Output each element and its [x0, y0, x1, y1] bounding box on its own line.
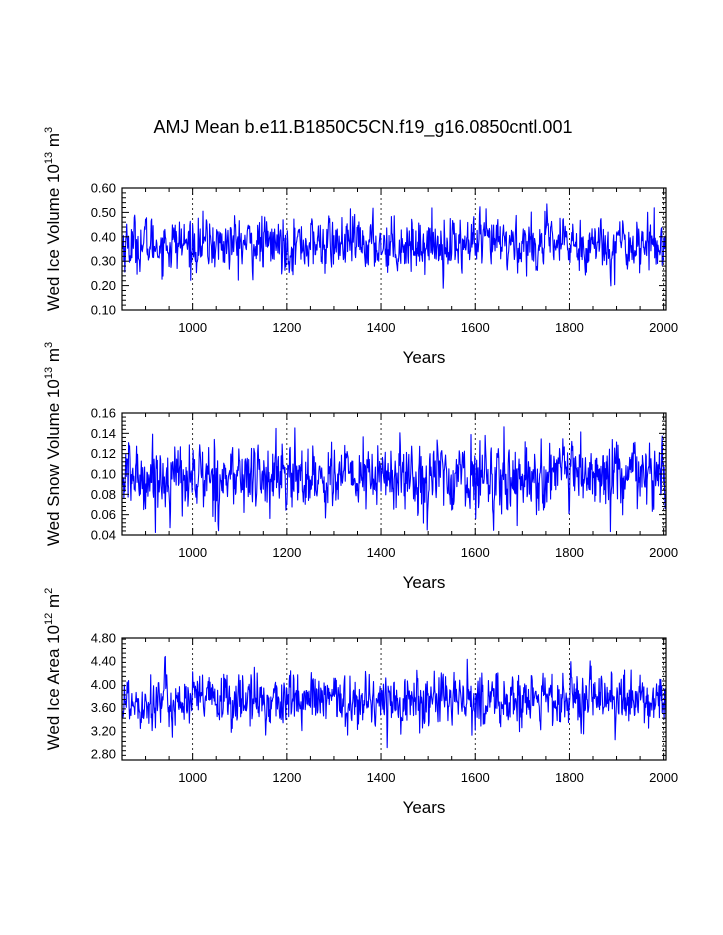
- y-tick-label-4.40: 4.40: [91, 654, 116, 669]
- x-tick-label-1000: 1000: [178, 545, 207, 560]
- y-tick-label-0.08: 0.08: [91, 487, 116, 502]
- y-tick-label-3.60: 3.60: [91, 700, 116, 715]
- y-label-unit-exponent: 3: [43, 342, 55, 348]
- x-tick-label-2000: 2000: [649, 545, 678, 560]
- y-tick-label-2.80: 2.80: [91, 747, 116, 762]
- y-tick-label-0.10: 0.10: [91, 467, 116, 482]
- x-tick-label-1000: 1000: [178, 320, 207, 335]
- x-tick-label-2000: 2000: [649, 320, 678, 335]
- y-tick-label-0.16: 0.16: [91, 406, 116, 421]
- chart-title: AMJ Mean b.e11.B1850C5CN.f19_g16.0850cnt…: [154, 117, 573, 138]
- panel-snow-volume: 1000 1200 1400 1600 1800 2000 0.04 0.06 0.08 0.10…: [43, 342, 678, 592]
- x-tick-label-1400: 1400: [367, 320, 396, 335]
- series-line-ice-volume: [121, 203, 667, 289]
- y-tick-label-0.06: 0.06: [91, 507, 116, 522]
- x-tick-label-1800: 1800: [555, 320, 584, 335]
- y-label-unit: m: [44, 594, 63, 613]
- plot-frame-ice-volume: [121, 187, 667, 311]
- y-label-exponent: 13: [43, 367, 55, 379]
- y-tick-label-0.14: 0.14: [91, 426, 116, 441]
- x-axis-label-ice-area: Years: [403, 798, 446, 817]
- panel-ice-volume: 1000 1200 1400 1600 1800 2000 0.10 0.20 0.30 0.40…: [43, 127, 678, 367]
- y-tick-label-0.60: 0.60: [91, 181, 116, 196]
- y-label-main: Wed Ice Area 10: [44, 625, 63, 750]
- y-tick-label-0.50: 0.50: [91, 205, 116, 220]
- x-tick-label-1200: 1200: [272, 320, 301, 335]
- plot-frame-ice-area: [121, 637, 667, 761]
- x-tick-label-1400: 1400: [367, 770, 396, 785]
- y-label-unit: m: [44, 348, 63, 367]
- y-tick-label-4.80: 4.80: [91, 631, 116, 646]
- y-label-unit: m: [44, 133, 63, 152]
- y-axis-label-snow-volume: Wed Snow Volume 1013 m3: [43, 342, 63, 546]
- series-line-ice-area: [121, 655, 667, 749]
- y-tick-label-3.20: 3.20: [91, 723, 116, 738]
- y-tick-label-0.30: 0.30: [91, 254, 116, 269]
- y-label-main: Wed Ice Volume 10: [44, 164, 63, 311]
- y-axis-label-ice-area: Wed Ice Area 1012 m2: [43, 588, 63, 751]
- y-label-main: Wed Snow Volume 10: [44, 379, 63, 546]
- series-line-snow-volume: [121, 426, 667, 534]
- x-tick-label-1400: 1400: [367, 545, 396, 560]
- y-label-unit-exponent: 2: [43, 588, 55, 594]
- x-tick-label-1000: 1000: [178, 770, 207, 785]
- y-tick-label-0.10: 0.10: [91, 303, 116, 318]
- y-tick-label-0.40: 0.40: [91, 229, 116, 244]
- y-tick-label-4.00: 4.00: [91, 677, 116, 692]
- y-label-exponent: 13: [43, 152, 55, 164]
- x-tick-label-1200: 1200: [272, 545, 301, 560]
- x-axis-label-snow-volume: Years: [403, 573, 446, 592]
- x-tick-label-1800: 1800: [555, 545, 584, 560]
- chart-panels: 1000 1200 1400 1600 1800 2000 0.10 0.20 0.30 0.40…: [43, 127, 678, 817]
- panel-ice-area: 1000 1200 1400 1600 1800 2000 2.80 3.20 3.60 4.00…: [43, 588, 678, 817]
- y-tick-label-0.12: 0.12: [91, 446, 116, 461]
- y-label-exponent: 12: [43, 613, 55, 625]
- y-tick-label-0.04: 0.04: [91, 528, 116, 543]
- x-tick-label-1600: 1600: [461, 545, 490, 560]
- x-tick-label-1600: 1600: [461, 770, 490, 785]
- x-tick-label-1800: 1800: [555, 770, 584, 785]
- y-label-unit-exponent: 3: [43, 127, 55, 133]
- x-tick-label-1200: 1200: [272, 770, 301, 785]
- y-tick-label-0.20: 0.20: [91, 278, 116, 293]
- x-tick-label-2000: 2000: [649, 770, 678, 785]
- y-axis-label-ice-volume: Wed Ice Volume 1013 m3: [43, 127, 63, 311]
- x-tick-label-1600: 1600: [461, 320, 490, 335]
- x-axis-label-ice-volume: Years: [403, 348, 446, 367]
